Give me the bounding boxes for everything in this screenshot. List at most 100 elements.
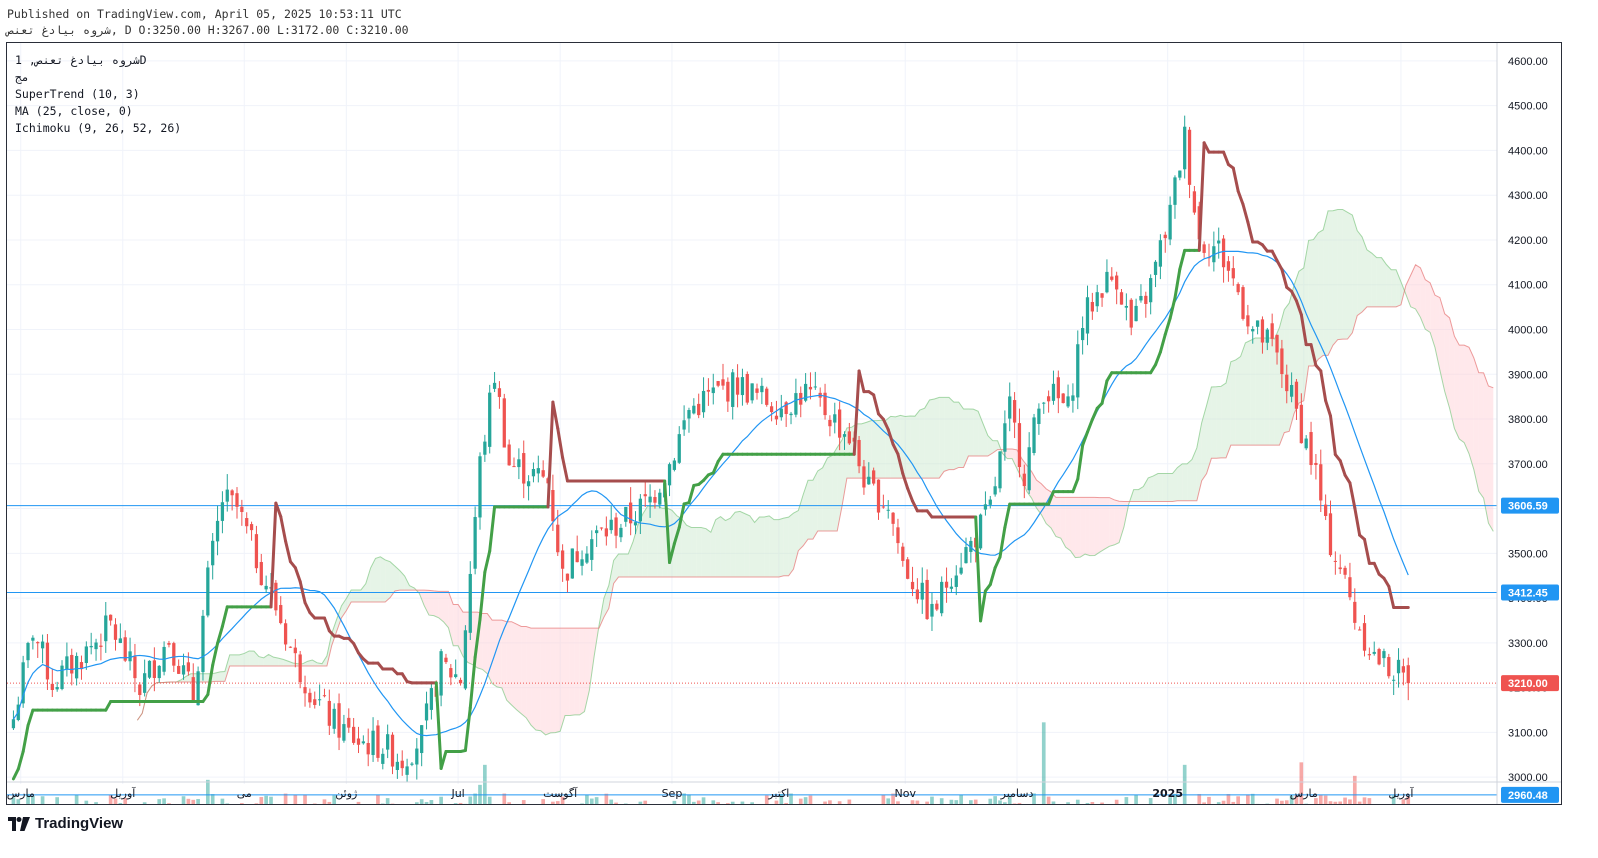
cloud-segment bbox=[905, 416, 911, 479]
candle-body bbox=[45, 642, 50, 680]
volume-bar bbox=[910, 800, 915, 804]
candle-body bbox=[50, 683, 54, 691]
volume-bar bbox=[1173, 793, 1177, 804]
candle-body bbox=[1280, 348, 1284, 375]
supertrend-segment bbox=[896, 452, 905, 476]
candle-body bbox=[784, 402, 788, 415]
supertrend-segment bbox=[1047, 490, 1055, 506]
cloud-segment bbox=[1337, 209, 1343, 340]
cloud-segment bbox=[1191, 447, 1197, 501]
legend-supertrend[interactable]: SuperTrend (10, 3) bbox=[15, 87, 140, 101]
volume-bar bbox=[1318, 794, 1323, 804]
candle-body bbox=[988, 499, 992, 505]
volume-bar bbox=[594, 797, 599, 804]
price-chart[interactable]: 3000.003100.003200.003300.003400.003500.… bbox=[7, 43, 1561, 804]
cloud-segment bbox=[574, 628, 580, 715]
candle-body bbox=[551, 490, 555, 522]
candle-body bbox=[1289, 384, 1294, 397]
cloud-segment bbox=[720, 516, 726, 578]
cloud-segment bbox=[948, 397, 954, 470]
candle-body bbox=[1124, 305, 1128, 308]
candle-body bbox=[225, 489, 229, 502]
candle-body bbox=[604, 528, 608, 537]
volume-bar bbox=[240, 803, 244, 804]
last-price-badge bbox=[1501, 675, 1559, 692]
tradingview-icon bbox=[8, 816, 30, 831]
supertrend-segment bbox=[16, 750, 25, 771]
volume-bar bbox=[580, 803, 584, 804]
cloud-segment bbox=[705, 528, 711, 578]
supertrend-segment bbox=[1353, 506, 1362, 537]
cloud-segment bbox=[365, 567, 371, 603]
time-axis[interactable]: مارس آوریل می ژوئن Jul آگوست Sep اکتبر Nov دسامبر… bbox=[7, 781, 1561, 800]
price-tick-label: 3900.00 bbox=[1508, 369, 1548, 381]
candle-body bbox=[721, 379, 725, 386]
volume-bar bbox=[896, 801, 900, 804]
cloud-segment bbox=[453, 604, 459, 646]
candle-body bbox=[526, 481, 531, 487]
legend-title[interactable]: شروه بیادغ تعنص, 1D bbox=[15, 53, 147, 67]
cloud-segment bbox=[380, 556, 386, 603]
candle-body bbox=[473, 516, 477, 569]
candle-body bbox=[196, 671, 200, 706]
candle-body bbox=[1226, 261, 1231, 271]
volume-bar bbox=[1134, 794, 1138, 804]
volume-bar bbox=[1207, 796, 1211, 804]
brand-name: TradingView bbox=[35, 815, 124, 832]
candle-body bbox=[745, 373, 749, 403]
cloud-segment bbox=[1260, 338, 1265, 446]
cloud-segment bbox=[1089, 497, 1095, 556]
supertrend-segment bbox=[104, 700, 113, 712]
chart-panel[interactable]: 3000.003100.003200.003300.003400.003500.… bbox=[6, 42, 1562, 805]
cloud-segment bbox=[774, 519, 779, 578]
supertrend-segment bbox=[206, 663, 215, 697]
cloud-segment bbox=[968, 409, 974, 457]
ichimoku-cloud bbox=[136, 208, 1494, 736]
volume-bar bbox=[1314, 798, 1318, 804]
candle-body bbox=[711, 387, 715, 394]
cloud-segment bbox=[1308, 239, 1314, 366]
cloud-segment bbox=[346, 589, 352, 611]
candle-body bbox=[1139, 295, 1143, 301]
candle-body bbox=[1358, 629, 1362, 631]
supertrend-segment bbox=[322, 616, 331, 633]
cloud-segment bbox=[1148, 476, 1154, 502]
candle-body bbox=[405, 766, 409, 775]
supertrend-segment bbox=[1202, 141, 1211, 154]
supertrend-segment bbox=[1100, 379, 1109, 405]
legend-ma[interactable]: MA (25, close, 0) bbox=[15, 104, 133, 118]
cloud-segment bbox=[812, 470, 818, 540]
tradingview-logo[interactable]: TradingView bbox=[8, 815, 123, 832]
candle-body bbox=[264, 585, 268, 590]
candle-body bbox=[1348, 577, 1352, 598]
candle-body bbox=[633, 522, 638, 526]
candle-body bbox=[293, 647, 297, 654]
cloud-segment bbox=[443, 591, 449, 628]
volume-bar bbox=[1226, 794, 1231, 804]
candle-body bbox=[692, 405, 696, 414]
supertrend-segment bbox=[546, 400, 555, 509]
candle-body bbox=[881, 506, 885, 508]
candle-body bbox=[1187, 129, 1192, 185]
candle-body bbox=[541, 470, 545, 477]
legend-ichimoku[interactable]: Ichimoku (9, 26, 52, 26) bbox=[15, 121, 182, 135]
volume-bar bbox=[55, 797, 59, 804]
candle-body bbox=[1236, 284, 1240, 293]
cloud-segment bbox=[569, 628, 575, 716]
price-tick-label: 4600.00 bbox=[1508, 56, 1548, 68]
candle-body bbox=[245, 518, 249, 527]
supertrend-segment bbox=[1154, 350, 1162, 367]
cloud-segment bbox=[521, 626, 527, 718]
cloud-segment bbox=[1157, 473, 1163, 502]
candle-body bbox=[1255, 320, 1260, 327]
candle-body bbox=[11, 719, 16, 729]
supertrend-segment bbox=[220, 605, 229, 628]
horizontal-lines[interactable] bbox=[7, 505, 1497, 796]
supertrend-segment bbox=[1382, 576, 1391, 588]
candle-body bbox=[1270, 323, 1274, 339]
volume-bar bbox=[376, 794, 380, 804]
price-axis[interactable]: 3000.003100.003200.003300.003400.003500.… bbox=[1496, 43, 1559, 804]
supertrend-segment bbox=[1158, 332, 1167, 354]
candle-body bbox=[36, 642, 40, 644]
candle-body bbox=[556, 524, 560, 553]
